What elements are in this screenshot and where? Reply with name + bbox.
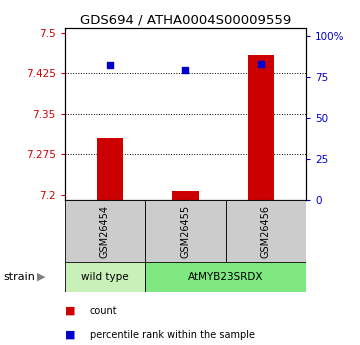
Point — [183, 68, 188, 73]
Text: ■: ■ — [65, 306, 75, 315]
Bar — [97, 138, 123, 200]
Text: strain: strain — [4, 272, 36, 282]
Text: wild type: wild type — [81, 272, 129, 282]
Text: ■: ■ — [65, 330, 75, 339]
Bar — [172, 191, 199, 200]
Bar — [65, 262, 145, 292]
Title: GDS694 / ATHA0004S00009559: GDS694 / ATHA0004S00009559 — [80, 13, 291, 27]
Point — [258, 61, 264, 67]
Bar — [248, 55, 274, 200]
Point — [107, 63, 113, 68]
Text: GSM26454: GSM26454 — [100, 205, 110, 258]
Text: AtMYB23SRDX: AtMYB23SRDX — [188, 272, 264, 282]
Text: GSM26456: GSM26456 — [261, 205, 271, 258]
Bar — [145, 262, 306, 292]
Text: count: count — [90, 306, 118, 315]
Bar — [226, 200, 306, 262]
Text: percentile rank within the sample: percentile rank within the sample — [90, 330, 255, 339]
Bar — [145, 200, 226, 262]
Text: GSM26455: GSM26455 — [180, 205, 190, 258]
Bar — [65, 200, 145, 262]
Text: ▶: ▶ — [37, 272, 46, 282]
